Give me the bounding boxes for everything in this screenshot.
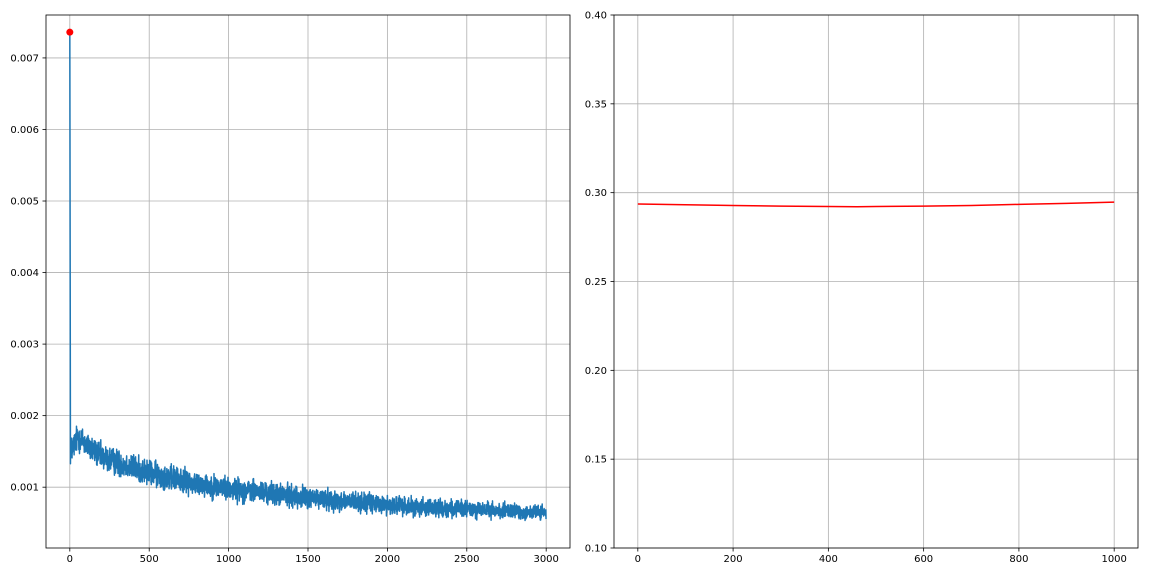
- y-tick-label: 0.005: [10, 197, 39, 208]
- y-tick-label: 0.30: [585, 188, 607, 199]
- y-tick-label: 0.25: [585, 277, 607, 288]
- series-group: [69, 32, 547, 522]
- y-tick-label: 0.15: [585, 455, 607, 466]
- x-tick-label: 0: [67, 554, 73, 565]
- left-loss-plot: 0 500 1000 1500 2000 2500 3000 0.001 0.002 0.003 0…: [10, 14, 571, 565]
- y-tick-label: 0.40: [585, 11, 607, 22]
- x-tick-label: 0: [635, 554, 641, 565]
- series-line: [69, 32, 547, 522]
- x-tick-label: 600: [914, 554, 933, 565]
- y-tick-label: 0.004: [10, 268, 39, 279]
- x-tick-label: 400: [819, 554, 838, 565]
- x-tick-label: 800: [1009, 554, 1028, 565]
- x-tick-label: 3000: [533, 554, 558, 565]
- x-tick-label: 2500: [454, 554, 479, 565]
- x-tick-label: 1500: [295, 554, 320, 565]
- x-tick-label: 200: [724, 554, 743, 565]
- series-line: [637, 201, 1115, 208]
- y-tick-label: 0.10: [585, 544, 607, 555]
- x-tick-label: 1000: [1101, 554, 1126, 565]
- right-line-plot: 0 200 400 600 800 1000 0.10 0.15 0.20 0.25 0.30 0.3…: [585, 11, 1139, 565]
- x-tick-label: 1000: [216, 554, 241, 565]
- y-tick-label: 0.003: [10, 340, 39, 351]
- y-tick-label: 0.20: [585, 366, 607, 377]
- y-tick-label: 0.002: [10, 411, 39, 422]
- y-tick-label: 0.007: [10, 53, 39, 64]
- series-group: [637, 201, 1115, 208]
- highlight-point-marker: [66, 28, 74, 36]
- y-tick-label: 0.006: [10, 125, 39, 136]
- y-tick-label: 0.001: [10, 483, 39, 494]
- x-tick-label: 500: [140, 554, 159, 565]
- y-tick-label: 0.35: [585, 99, 607, 110]
- x-tick-label: 2000: [375, 554, 400, 565]
